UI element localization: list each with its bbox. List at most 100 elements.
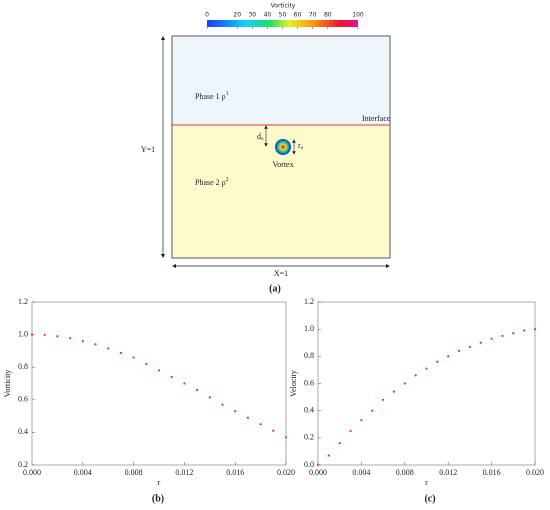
x-tick-label: 0.004 (352, 468, 370, 477)
y-tick-label: 0.2 (304, 433, 314, 442)
data-point (501, 334, 504, 338)
data-point (382, 398, 385, 401)
d0-text: d (257, 132, 261, 141)
vortex (275, 139, 291, 155)
data-point (327, 454, 330, 457)
data-point (360, 419, 363, 422)
x-tick-label: 0.020 (526, 468, 544, 477)
data-point (107, 347, 110, 350)
colorbar-tick-label: 40 (264, 12, 272, 19)
y-axis-label: Velocity (289, 370, 298, 397)
r0-text: r (298, 141, 301, 150)
phase1-region (171, 35, 391, 126)
colorbar-tick-label: 0 (205, 12, 209, 19)
caption: (c) (424, 493, 435, 504)
phase1-text: Phase 1 ρ (195, 92, 226, 101)
data-point (425, 367, 428, 370)
y-tick-label: 0.2 (18, 460, 28, 469)
data-point (81, 340, 84, 343)
data-point (170, 375, 173, 379)
data-point (403, 382, 406, 385)
data-point (69, 337, 72, 340)
x-tick-label: 0.004 (74, 468, 92, 477)
x-axis-label: r (425, 478, 428, 487)
x-tick-label: 0.008 (125, 468, 143, 477)
data-point (272, 429, 275, 432)
data-point (234, 410, 237, 413)
data-point (338, 442, 341, 445)
vortex-label: Vortex (272, 160, 293, 169)
data-point (208, 396, 211, 399)
data-point (43, 333, 46, 337)
data-point (246, 416, 249, 419)
data-point (30, 333, 34, 336)
data-point (145, 362, 148, 366)
data-point (284, 436, 288, 439)
x-tick-label: 0.016 (226, 468, 244, 477)
x-tick-label: 0.000 (23, 468, 41, 477)
y-tick-label: 1.0 (304, 324, 314, 333)
colorbar-tick-label: 50 (279, 12, 287, 19)
x-tick-label: 0.012 (439, 468, 457, 477)
data-point (533, 328, 537, 331)
x-tick-label: 0.012 (175, 468, 193, 477)
data-point (221, 403, 224, 406)
r0-label: ro (298, 141, 304, 151)
caption: (b) (152, 493, 164, 504)
y-axis-label: Vorticity (3, 370, 12, 398)
y-size-label: Y=1 (141, 145, 155, 154)
data-point (523, 329, 526, 332)
d0-label: do (257, 132, 264, 142)
x-tick-label: 0.008 (396, 468, 414, 477)
data-point (157, 369, 161, 372)
data-point (119, 351, 122, 354)
data-point (132, 356, 135, 359)
data-point (447, 355, 450, 358)
data-point (468, 345, 471, 348)
colorbar-tick-label: 60 (294, 12, 302, 19)
plot-area (317, 301, 536, 466)
colorbar-tick-label: 100 (352, 12, 364, 19)
data-point (512, 332, 515, 335)
y-tick-label: 0.8 (304, 351, 314, 360)
data-point (316, 463, 320, 467)
data-point (196, 388, 199, 392)
phase1-sup: 1 (226, 91, 229, 97)
phase1-label: Phase 1 ρ1 (195, 91, 229, 100)
r0-sub: o (301, 146, 304, 151)
data-point (479, 341, 482, 344)
data-point (436, 360, 439, 363)
phase2-text: Phase 2 ρ (195, 178, 226, 187)
y-tick-label: 0.6 (304, 378, 314, 387)
y-tick-label: 1.2 (18, 297, 28, 306)
y-tick-label: 1.0 (18, 329, 28, 338)
phase2-sup: 2 (226, 177, 229, 183)
data-point (457, 349, 461, 352)
data-point (414, 374, 417, 377)
colorbar-tick-label: 20 (233, 12, 241, 19)
y-tick-label: 0.4 (304, 405, 314, 414)
y-tick-label: 0.0 (304, 460, 314, 469)
data-point (349, 429, 352, 433)
data-point (371, 409, 374, 412)
colorbar-title: Vorticity (271, 3, 296, 10)
data-point (56, 335, 59, 338)
data-point (183, 382, 186, 385)
x-axis-label: r (158, 478, 161, 487)
y-tick-label: 0.4 (18, 427, 28, 436)
diagram: Vorticity Phase 1 ρ1 Phase 2 ρ2 Interfac… (141, 3, 391, 295)
y-tick-label: 0.6 (18, 395, 28, 404)
colorbar-tick-label: 80 (324, 12, 332, 19)
plot-area (31, 301, 287, 466)
caption: (a) (269, 283, 281, 294)
data-point (94, 343, 97, 346)
y-tick-label: 0.8 (18, 362, 28, 371)
colorbar (207, 20, 358, 27)
x-tick-label: 0.016 (483, 468, 501, 477)
colorbar-tick-label: 70 (309, 12, 317, 19)
y-tick-label: 1.2 (304, 297, 314, 306)
x-tick-label: 0.000 (309, 468, 327, 477)
data-point (392, 390, 396, 393)
interface-label: Interface (362, 114, 391, 123)
